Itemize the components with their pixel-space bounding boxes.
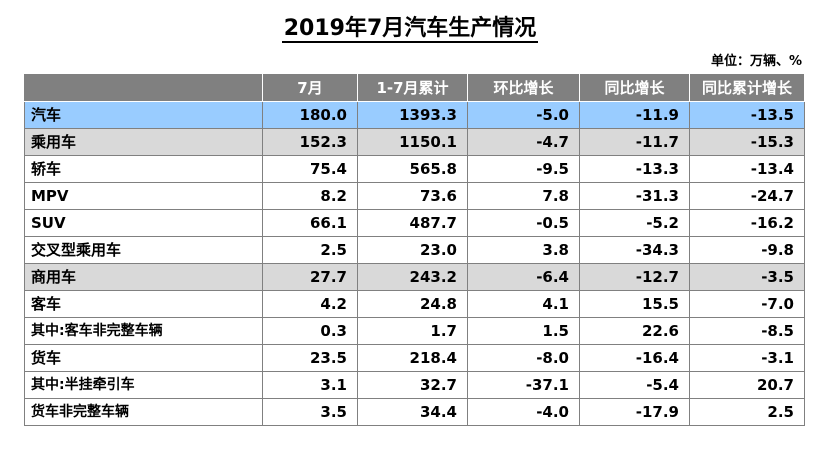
row-label: 交叉型乘用车: [24, 236, 263, 264]
row-label: 其中:半挂牵引车: [24, 371, 263, 399]
cell-value: -0.5: [467, 209, 580, 237]
cell-value: -9.5: [467, 155, 580, 183]
cell-value: -4.0: [467, 398, 580, 426]
column-header: 7月: [262, 73, 358, 102]
cell-value: -16.2: [689, 209, 805, 237]
cell-value: -4.7: [467, 128, 580, 156]
cell-value: -17.9: [579, 398, 690, 426]
cell-value: 2.5: [689, 398, 805, 426]
cell-value: 3.1: [262, 371, 358, 399]
cell-value: -13.4: [689, 155, 805, 183]
cell-value: 4.2: [262, 290, 358, 318]
cell-value: -8.5: [689, 317, 805, 345]
cell-value: -13.3: [579, 155, 690, 183]
cell-value: -13.5: [689, 101, 805, 129]
production-table: 7月 1-7月累计 环比增长 同比增长 同比累计增长 汽车 180.0 1393.3…: [24, 73, 805, 426]
cell-value: 243.2: [357, 263, 468, 291]
row-label: 其中:客车非完整车辆: [24, 317, 263, 345]
column-header: 1-7月累计: [357, 73, 468, 102]
cell-value: -6.4: [467, 263, 580, 291]
cell-value: 2.5: [262, 236, 358, 264]
cell-value: -5.0: [467, 101, 580, 129]
cell-value: -31.3: [579, 182, 690, 210]
column-header: 环比增长: [467, 73, 580, 102]
cell-value: 487.7: [357, 209, 468, 237]
cell-value: -5.4: [579, 371, 690, 399]
cell-value: 1150.1: [357, 128, 468, 156]
cell-value: 218.4: [357, 344, 468, 372]
table-row: 汽车 180.0 1393.3 -5.0 -11.9 -13.5: [24, 101, 805, 129]
cell-value: -3.5: [689, 263, 805, 291]
cell-value: 152.3: [262, 128, 358, 156]
row-label: MPV: [24, 182, 263, 210]
table-row: 交叉型乘用车 2.5 23.0 3.8 -34.3 -9.8: [24, 236, 805, 264]
table-header-row: 7月 1-7月累计 环比增长 同比增长 同比累计增长: [24, 73, 805, 102]
row-label: SUV: [24, 209, 263, 237]
cell-value: 22.6: [579, 317, 690, 345]
table-row: 货车 23.5 218.4 -8.0 -16.4 -3.1: [24, 344, 805, 372]
cell-value: 7.8: [467, 182, 580, 210]
cell-value: -15.3: [689, 128, 805, 156]
cell-value: 8.2: [262, 182, 358, 210]
row-label: 汽车: [24, 101, 263, 129]
table-row: 货车非完整车辆 3.5 34.4 -4.0 -17.9 2.5: [24, 398, 805, 426]
page-title: 2019年7月汽车生产情况: [0, 10, 820, 43]
cell-value: -5.2: [579, 209, 690, 237]
table-body: 汽车 180.0 1393.3 -5.0 -11.9 -13.5 乘用车 152.3 1150.…: [24, 101, 805, 426]
row-label: 商用车: [24, 263, 263, 291]
cell-value: -34.3: [579, 236, 690, 264]
cell-value: 565.8: [357, 155, 468, 183]
cell-value: -3.1: [689, 344, 805, 372]
table-row: 其中:半挂牵引车 3.1 32.7 -37.1 -5.4 20.7: [24, 371, 805, 399]
table-row: MPV 8.2 73.6 7.8 -31.3 -24.7: [24, 182, 805, 210]
cell-value: 1.5: [467, 317, 580, 345]
row-label: 客车: [24, 290, 263, 318]
cell-value: 27.7: [262, 263, 358, 291]
cell-value: 24.8: [357, 290, 468, 318]
table-row: 轿车 75.4 565.8 -9.5 -13.3 -13.4: [24, 155, 805, 183]
column-header: [24, 73, 263, 102]
cell-value: 75.4: [262, 155, 358, 183]
column-header: 同比累计增长: [689, 73, 805, 102]
table-row: SUV 66.1 487.7 -0.5 -5.2 -16.2: [24, 209, 805, 237]
cell-value: -8.0: [467, 344, 580, 372]
row-label: 货车非完整车辆: [24, 398, 263, 426]
cell-value: 3.8: [467, 236, 580, 264]
unit-label: 单位：万辆、%: [710, 54, 802, 69]
cell-value: -11.7: [579, 128, 690, 156]
cell-value: -16.4: [579, 344, 690, 372]
table-row: 客车 4.2 24.8 4.1 15.5 -7.0: [24, 290, 805, 318]
row-label: 轿车: [24, 155, 263, 183]
cell-value: 23.0: [357, 236, 468, 264]
cell-value: -37.1: [467, 371, 580, 399]
cell-value: -11.9: [579, 101, 690, 129]
column-header: 同比增长: [579, 73, 690, 102]
cell-value: 15.5: [579, 290, 690, 318]
cell-value: 1393.3: [357, 101, 468, 129]
table-row: 商用车 27.7 243.2 -6.4 -12.7 -3.5: [24, 263, 805, 291]
cell-value: -7.0: [689, 290, 805, 318]
cell-value: 0.3: [262, 317, 358, 345]
cell-value: 66.1: [262, 209, 358, 237]
cell-value: 20.7: [689, 371, 805, 399]
row-label: 货车: [24, 344, 263, 372]
cell-value: 23.5: [262, 344, 358, 372]
row-label: 乘用车: [24, 128, 263, 156]
cell-value: 4.1: [467, 290, 580, 318]
cell-value: 32.7: [357, 371, 468, 399]
cell-value: -12.7: [579, 263, 690, 291]
cell-value: 34.4: [357, 398, 468, 426]
table-row: 乘用车 152.3 1150.1 -4.7 -11.7 -15.3: [24, 128, 805, 156]
cell-value: 180.0: [262, 101, 358, 129]
title-text: 2019年7月汽车生产情况: [281, 16, 539, 43]
cell-value: 1.7: [357, 317, 468, 345]
table-row: 其中:客车非完整车辆 0.3 1.7 1.5 22.6 -8.5: [24, 317, 805, 345]
cell-value: -24.7: [689, 182, 805, 210]
cell-value: 3.5: [262, 398, 358, 426]
cell-value: 73.6: [357, 182, 468, 210]
cell-value: -9.8: [689, 236, 805, 264]
